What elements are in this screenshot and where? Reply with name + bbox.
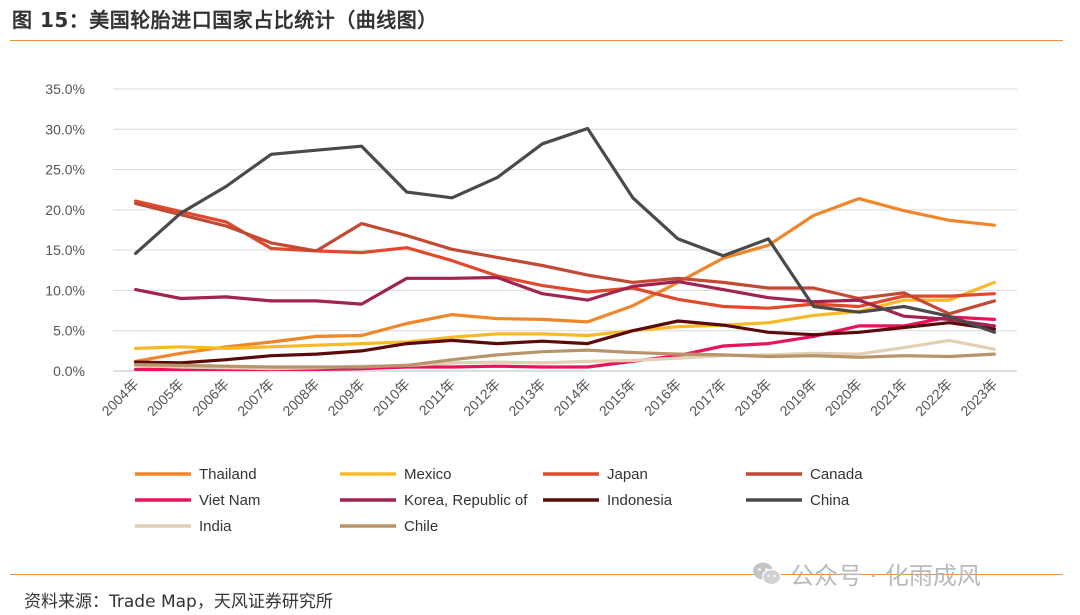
legend-label: Chile bbox=[404, 518, 438, 535]
series-line-mexico bbox=[134, 280, 997, 350]
x-tick-label: 2007年 bbox=[234, 376, 277, 419]
legend-label: Korea, Republic of bbox=[404, 492, 528, 509]
legend-item: Chile bbox=[340, 518, 438, 535]
legend-item: India bbox=[135, 518, 232, 535]
source-note: 资料来源：Trade Map，天风证券研究所 bbox=[24, 592, 333, 612]
legend-item: Korea, Republic of bbox=[340, 492, 528, 509]
y-axis-ticks: 0.0% 5.0% 10.0% 15.0% 20.0% 25.0% 30.0% 35.0% bbox=[45, 81, 85, 379]
legend: Thailand Mexico Japan Canada Viet Nam Korea, … bbox=[135, 466, 863, 535]
x-tick-label: 2006年 bbox=[189, 376, 232, 419]
series-line-india bbox=[134, 338, 997, 371]
x-tick-label: 2020年 bbox=[822, 376, 865, 419]
y-tick-label: 35.0% bbox=[45, 81, 85, 97]
x-tick-label: 2008年 bbox=[279, 376, 322, 419]
legend-item: Viet Nam bbox=[135, 492, 260, 509]
bottom-divider bbox=[10, 574, 1063, 575]
legend-item: Mexico bbox=[340, 466, 452, 483]
x-tick-label: 2011年 bbox=[416, 376, 459, 419]
legend-label: India bbox=[199, 518, 232, 535]
legend-item: Thailand bbox=[135, 466, 257, 483]
legend-label: Canada bbox=[810, 466, 863, 483]
x-tick-label: 2018年 bbox=[731, 376, 774, 419]
x-tick-label: 2005年 bbox=[144, 376, 187, 419]
x-tick-label: 2022年 bbox=[912, 376, 955, 419]
line-chart: 0.0% 5.0% 10.0% 15.0% 20.0% 25.0% 30.0% 35.0% 2… bbox=[45, 81, 1017, 535]
y-tick-label: 20.0% bbox=[45, 202, 85, 218]
legend-label: Japan bbox=[607, 466, 648, 483]
legend-label: Indonesia bbox=[607, 492, 673, 509]
top-divider bbox=[10, 40, 1063, 41]
series-line-korea-republic-of bbox=[134, 275, 997, 328]
series-line-japan bbox=[134, 199, 997, 310]
y-tick-label: 15.0% bbox=[45, 242, 85, 258]
x-tick-label: 2016年 bbox=[641, 376, 684, 419]
y-tick-label: 25.0% bbox=[45, 162, 85, 178]
wechat-icon bbox=[753, 562, 782, 585]
watermark: 公众号 · 化雨成风 bbox=[752, 556, 981, 591]
series-line-indonesia bbox=[134, 319, 997, 365]
legend-item: Canada bbox=[746, 466, 863, 483]
x-tick-label: 2013年 bbox=[505, 376, 548, 419]
y-tick-label: 30.0% bbox=[45, 121, 85, 137]
x-tick-label: 2012年 bbox=[460, 376, 503, 419]
x-tick-label: 2015年 bbox=[596, 376, 639, 419]
legend-item: China bbox=[746, 492, 850, 509]
y-tick-label: 5.0% bbox=[53, 323, 85, 339]
legend-label: China bbox=[810, 492, 850, 509]
x-tick-label: 2023年 bbox=[957, 376, 1000, 419]
watermark-text: 公众号 · 化雨成风 bbox=[790, 562, 981, 590]
chart-caption: 图 15：美国轮胎进口国家占比统计（曲线图） bbox=[12, 8, 438, 32]
y-tick-label: 0.0% bbox=[53, 363, 85, 379]
x-axis-ticks: 2004年 2005年 2006年 2007年 2008年 2009年 2010年 2011年… bbox=[98, 376, 1000, 419]
x-tick-label: 2017年 bbox=[686, 376, 729, 419]
legend-label: Viet Nam bbox=[199, 492, 260, 509]
x-tick-label: 2010年 bbox=[370, 376, 413, 419]
legend-label: Thailand bbox=[199, 466, 257, 483]
legend-item: Japan bbox=[543, 466, 648, 483]
series-line-china bbox=[134, 126, 997, 334]
x-tick-label: 2019年 bbox=[776, 376, 819, 419]
legend-label: Mexico bbox=[404, 466, 452, 483]
series-line-canada bbox=[134, 201, 997, 316]
x-tick-label: 2004年 bbox=[98, 376, 141, 419]
x-tick-label: 2021年 bbox=[867, 376, 910, 419]
legend-item: Indonesia bbox=[543, 492, 673, 509]
x-tick-label: 2009年 bbox=[324, 376, 367, 419]
series-lines bbox=[134, 126, 997, 371]
series-line-chile bbox=[134, 348, 997, 369]
series-line-thailand bbox=[134, 197, 997, 363]
y-tick-label: 10.0% bbox=[45, 282, 85, 298]
x-tick-label: 2014年 bbox=[550, 376, 593, 419]
